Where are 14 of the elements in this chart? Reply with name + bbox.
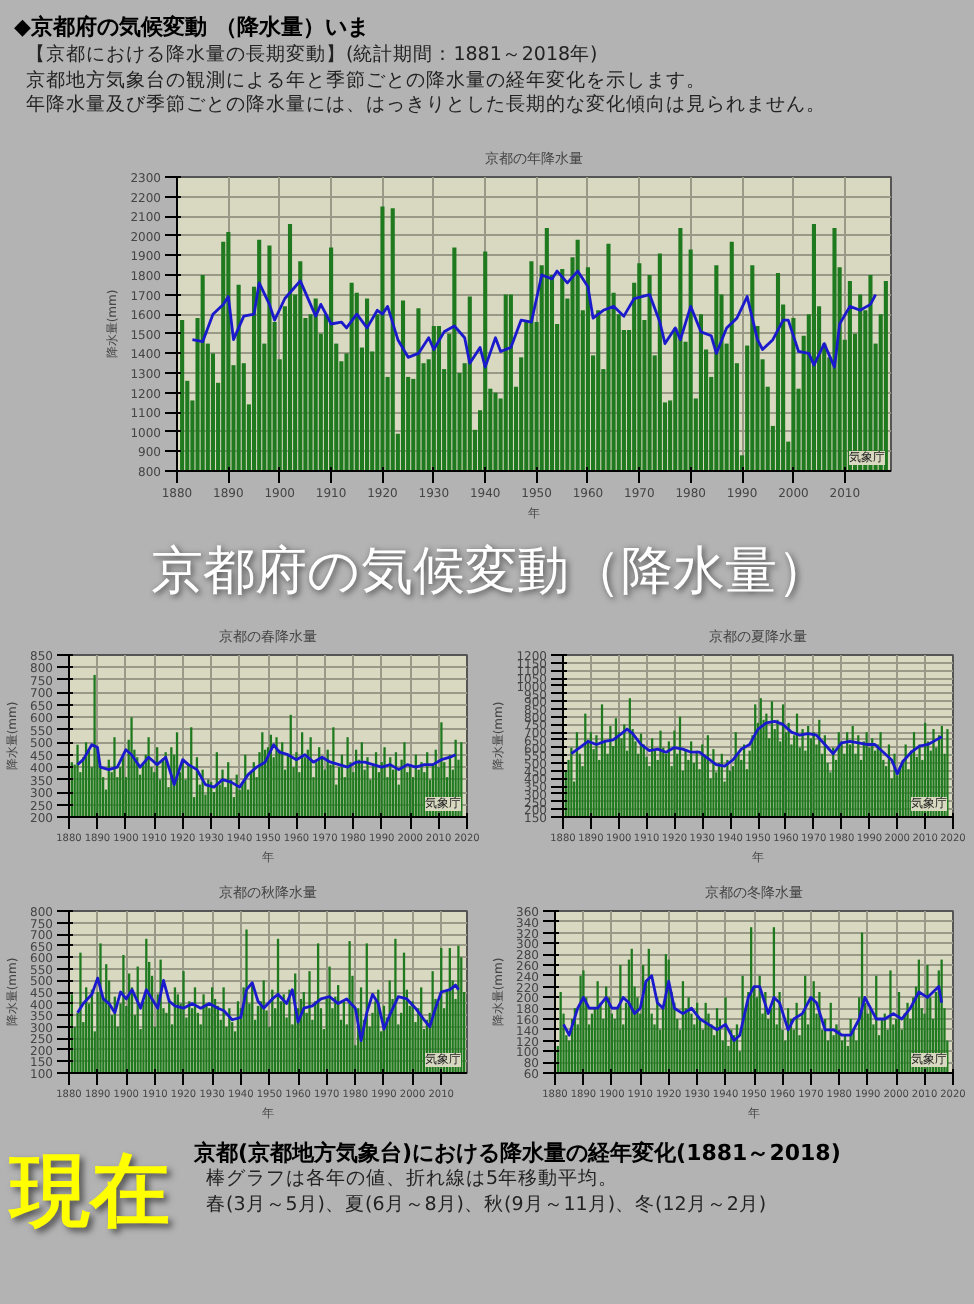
line-series xyxy=(191,268,877,368)
text: ◆京都府の気候変動 （降水量）いま xyxy=(14,14,371,44)
line-series xyxy=(562,973,944,1042)
line-series xyxy=(569,719,944,775)
text: 現在 xyxy=(10,1143,170,1242)
text: 京都(京都地方気象台)における降水量の経年変化(1881～2018) xyxy=(194,1139,841,1168)
text: 年降水量及び季節ごとの降水量には、はっきりとした長期的な変化傾向は見られません。 xyxy=(24,94,826,121)
line-series xyxy=(76,742,458,788)
text: 京都地方気象台の観測による年と季節ごとの降水量の経年変化を示します。 xyxy=(24,69,708,94)
text: 棒グラフは各年の値、折れ線は5年移動平均。 xyxy=(204,1168,621,1194)
chart-title: 京都府の気候変動（降水量） xyxy=(151,541,829,602)
text: 【京都における降水量の長期変動】(統計期間：1881～2018年) xyxy=(24,43,600,70)
text: 春(3月～5月)、夏(6月～8月)、秋(9月～11月)、冬(12月～2月) xyxy=(204,1194,769,1221)
line-series xyxy=(76,975,460,1042)
